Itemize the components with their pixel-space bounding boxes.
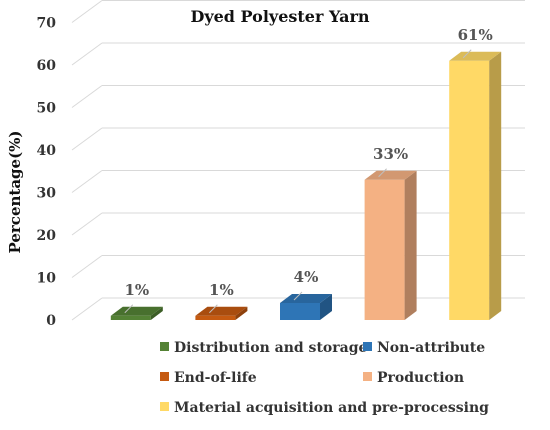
y-tick-label: 40 xyxy=(37,143,57,159)
bar-top xyxy=(195,306,248,316)
bar xyxy=(195,306,248,320)
bars xyxy=(110,51,502,320)
gridline-diag xyxy=(71,42,103,66)
legend-item: Non-attribute xyxy=(363,340,485,356)
legend-item: Production xyxy=(363,370,464,386)
data-label: 33% xyxy=(373,145,408,163)
bar-top xyxy=(449,51,502,61)
y-tick-label: 30 xyxy=(37,186,57,202)
legend-swatch xyxy=(160,402,169,411)
legend-swatch xyxy=(363,342,372,351)
bar xyxy=(280,294,332,320)
legend-label: Material acquisition and pre-processing xyxy=(174,400,489,416)
data-label: 1% xyxy=(124,281,149,299)
y-axis-ticks: 0 10 20 30 40 50 60 70 xyxy=(37,16,57,330)
label-leader xyxy=(124,304,134,314)
y-axis-label: Percentage(%) xyxy=(6,130,24,253)
gridline-diag xyxy=(71,212,103,236)
legend-label: Distribution and storage xyxy=(174,340,367,356)
label-leader xyxy=(293,291,303,301)
legend-label: Production xyxy=(377,370,464,386)
bar-top xyxy=(364,170,417,180)
legend-label: Non-attribute xyxy=(377,340,485,356)
bar-side xyxy=(235,306,248,320)
legend: Distribution and storage Non-attribute End… xyxy=(160,340,489,416)
bar xyxy=(449,51,502,320)
bar xyxy=(364,170,417,320)
data-label: 1% xyxy=(209,281,234,299)
bar-front xyxy=(195,315,236,320)
y-tick-label: 0 xyxy=(46,313,56,329)
y-tick-label: 20 xyxy=(37,228,57,244)
gridline-diag xyxy=(71,0,103,23)
label-leader xyxy=(462,49,472,59)
chart-title: Dyed Polyester Yarn xyxy=(190,7,369,26)
bar-front xyxy=(364,179,405,320)
data-label: 61% xyxy=(458,26,493,44)
bar-side xyxy=(150,306,163,320)
legend-item: Distribution and storage xyxy=(160,340,367,356)
legend-swatch xyxy=(160,372,169,381)
data-label: 4% xyxy=(294,268,319,286)
y-tick-label: 50 xyxy=(37,101,57,117)
data-labels: 1% 1% 4% 33% 61% xyxy=(124,26,493,314)
label-leader xyxy=(378,168,387,178)
gridline-diag xyxy=(71,85,103,108)
bar-front xyxy=(449,60,490,320)
y-tick-label: 10 xyxy=(37,271,57,287)
gridline-diag xyxy=(71,297,103,321)
legend-swatch xyxy=(160,342,169,351)
bar xyxy=(110,306,163,320)
gridline-diag xyxy=(71,170,103,193)
bar-side xyxy=(320,294,332,320)
legend-label: End-of-life xyxy=(174,370,257,386)
bar-side xyxy=(404,170,417,320)
label-leader xyxy=(209,304,218,314)
legend-item: Material acquisition and pre-processing xyxy=(160,400,489,416)
bar-front xyxy=(280,303,320,320)
bar-side xyxy=(489,51,502,320)
legend-swatch xyxy=(363,372,372,381)
legend-item: End-of-life xyxy=(160,370,257,386)
y-tick-label: 60 xyxy=(37,58,57,74)
gridline-diag xyxy=(71,255,103,278)
bar-front xyxy=(110,315,151,320)
bar-top xyxy=(110,306,163,316)
gridline-diag xyxy=(71,127,103,151)
bar-top xyxy=(280,294,332,303)
y-tick-label: 70 xyxy=(37,16,57,32)
